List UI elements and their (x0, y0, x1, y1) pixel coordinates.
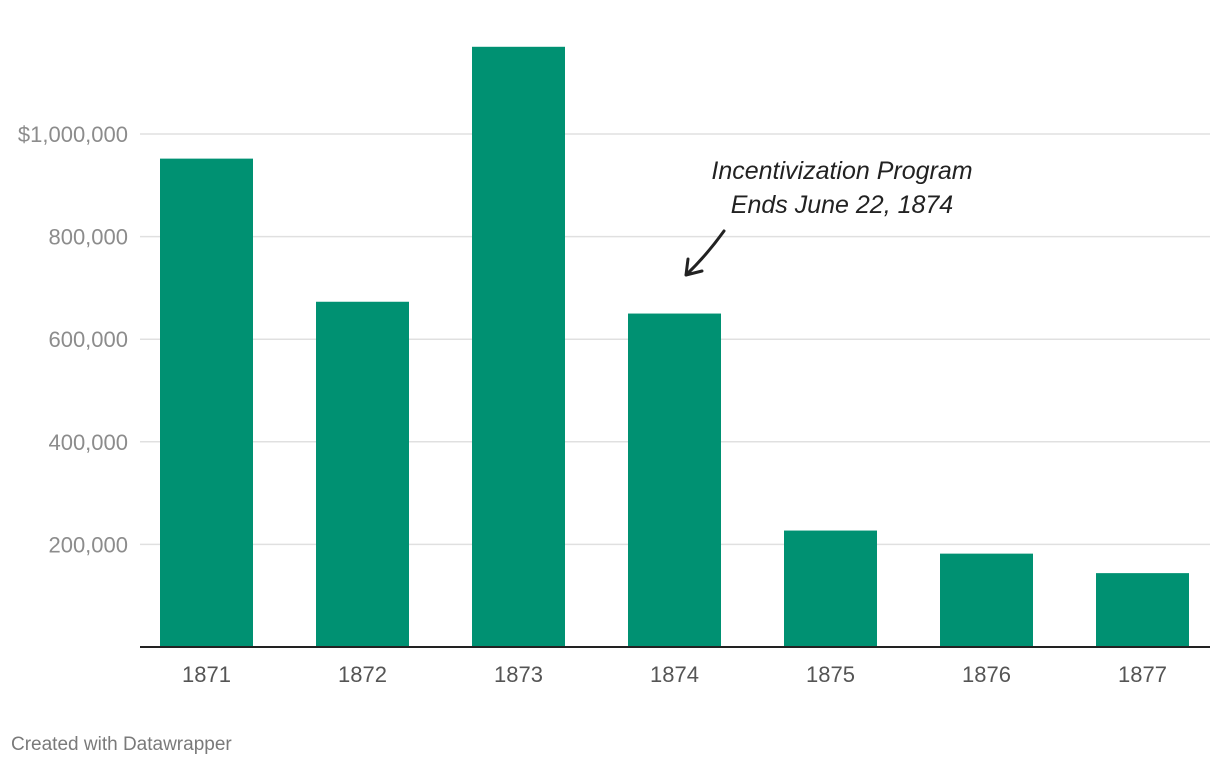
annotation-arrow-icon (684, 229, 726, 277)
x-tick-label: 1874 (650, 662, 699, 687)
bar-1871 (160, 158, 253, 647)
y-tick-label: $1,000,000 (18, 122, 128, 147)
bar-1874 (628, 313, 721, 647)
y-tick-label: 200,000 (48, 532, 128, 557)
annotation-line-2: Ends June 22, 1874 (731, 191, 953, 219)
x-tick-label: 1876 (962, 662, 1011, 687)
footer-credit: Created with Datawrapper (11, 734, 232, 755)
annotation: Incentivization Program Ends June 22, 18… (684, 157, 973, 277)
y-tick-label: 800,000 (48, 225, 128, 250)
bar-1876 (940, 553, 1033, 647)
bar-1873 (472, 46, 565, 648)
x-tick-label: 1875 (806, 662, 855, 687)
y-axis-tick-labels: 200,000 400,000 600,000 800,000 $1,000,000 (18, 122, 128, 557)
x-tick-label: 1873 (494, 662, 543, 687)
x-tick-label: 1877 (1118, 662, 1167, 687)
x-tick-label: 1872 (338, 662, 387, 687)
x-axis-tick-labels: 1871 1872 1873 1874 1875 1876 1877 (182, 662, 1167, 687)
bar-1872 (316, 301, 409, 647)
bar-1875 (784, 530, 877, 647)
x-tick-label: 1871 (182, 662, 231, 687)
annotation-line-1: Incentivization Program (711, 157, 972, 185)
bar-1877 (1096, 573, 1189, 647)
bars (160, 46, 1189, 648)
y-tick-label: 400,000 (48, 430, 128, 455)
y-tick-label: 600,000 (48, 327, 128, 352)
